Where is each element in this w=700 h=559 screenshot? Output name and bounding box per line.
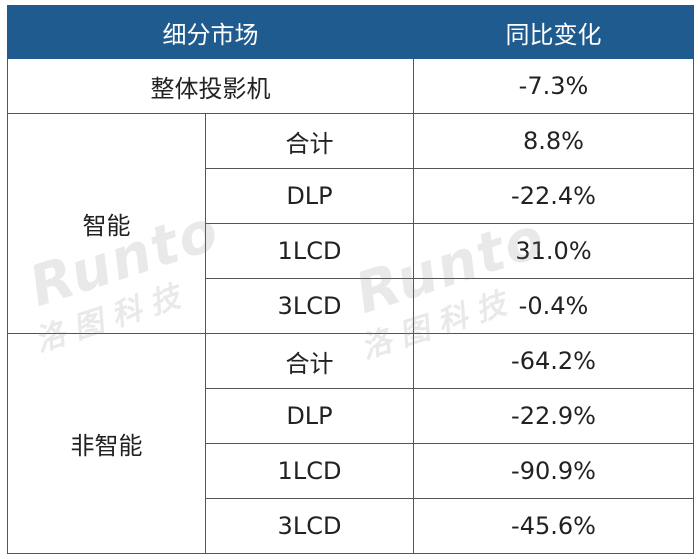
table-row: 3LCD -45.6% bbox=[8, 498, 694, 554]
row-label: 合计 bbox=[205, 333, 414, 389]
table-row: 非智能 合计 -64.2% bbox=[7, 333, 694, 554]
row-label: 3LCD bbox=[205, 278, 414, 334]
row-value: -45.6% bbox=[413, 498, 694, 554]
table-row: 智能 合计 8.8% bbox=[7, 113, 694, 334]
group-name: 智能 bbox=[7, 113, 206, 334]
row-value: 31.0% bbox=[413, 223, 694, 279]
row-label: DLP bbox=[205, 388, 414, 444]
group-name: 非智能 bbox=[7, 333, 206, 554]
header-yoy-change: 同比变化 bbox=[413, 5, 694, 59]
overall-value: -7.3% bbox=[413, 58, 694, 114]
row-value: -22.9% bbox=[413, 388, 694, 444]
header-segment: 细分市场 bbox=[7, 5, 414, 59]
row-label: 1LCD bbox=[205, 223, 414, 279]
row-value: 8.8% bbox=[413, 113, 694, 169]
row-label: 1LCD bbox=[205, 443, 414, 499]
table-row: 3LCD -0.4% bbox=[8, 278, 694, 334]
table-row: 整体投影机 -7.3% bbox=[7, 58, 694, 114]
row-value: -90.9% bbox=[413, 443, 694, 499]
row-label: 合计 bbox=[205, 113, 414, 169]
header-row: 细分市场 同比变化 bbox=[7, 5, 694, 59]
row-label: DLP bbox=[205, 168, 414, 224]
market-table: 细分市场 同比变化 整体投影机 -7.3% 智能 合计 8.8% DLP -22… bbox=[7, 5, 694, 554]
row-label: 3LCD bbox=[205, 498, 414, 554]
table-row: DLP -22.4% bbox=[8, 168, 694, 224]
overall-label: 整体投影机 bbox=[7, 58, 414, 114]
table-row: 1LCD -90.9% bbox=[8, 443, 694, 499]
row-value: -0.4% bbox=[413, 278, 694, 334]
row-value: -64.2% bbox=[413, 333, 694, 389]
row-value: -22.4% bbox=[413, 168, 694, 224]
